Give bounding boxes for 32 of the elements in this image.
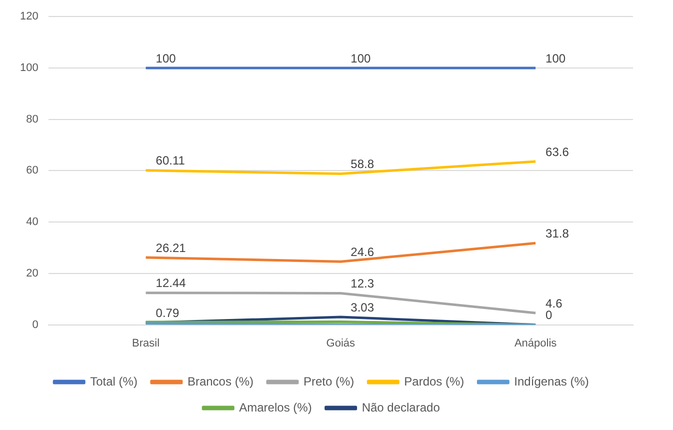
legend-label: Indígenas (%) <box>514 374 589 388</box>
y-tick-label: 100 <box>20 62 38 74</box>
data-label: 60.11 <box>156 154 186 168</box>
data-label: 12.44 <box>156 276 186 290</box>
data-label: 100 <box>546 51 566 66</box>
data-label: 24.6 <box>350 244 374 259</box>
y-tick-label: 120 <box>20 10 38 23</box>
data-label: 3.03 <box>350 300 374 314</box>
y-tick-label: 0 <box>32 318 38 331</box>
legend-label: Preto (%) <box>303 374 354 388</box>
data-label: 0.79 <box>156 306 180 320</box>
legend-label: Total (%) <box>90 374 138 388</box>
y-tick-label: 20 <box>26 267 38 280</box>
data-label: 31.8 <box>546 226 570 240</box>
data-label: 58.8 <box>350 157 374 172</box>
y-tick-label: 80 <box>26 113 38 126</box>
legend-label: Amarelos (%) <box>239 400 312 414</box>
data-label: 4.6 <box>546 296 563 310</box>
data-label: 12.3 <box>350 276 374 291</box>
legend-label: Brancos (%) <box>187 374 254 388</box>
legend-label: Não declarado <box>362 400 440 414</box>
data-label: 100 <box>350 51 372 66</box>
y-tick-label: 60 <box>26 164 38 177</box>
data-label: 26.21 <box>156 240 186 255</box>
x-tick-label: Brasil <box>132 337 160 350</box>
x-tick-label: Anápolis <box>514 337 558 350</box>
x-tick-label: Goiás <box>326 337 356 350</box>
legend-label: Pardos (%) <box>404 374 464 388</box>
data-label: 0 <box>546 308 553 322</box>
data-label: 100 <box>156 51 176 66</box>
data-label: 63.6 <box>546 144 570 159</box>
y-tick-label: 40 <box>26 216 38 228</box>
